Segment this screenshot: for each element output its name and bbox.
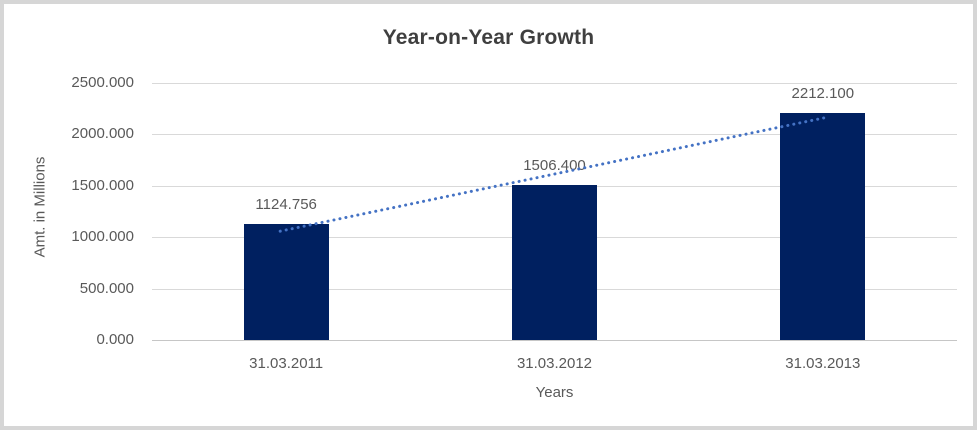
x-tick-label: 31.03.2012 <box>516 355 593 372</box>
chart-title: Year-on-Year Growth <box>382 26 595 49</box>
x-axis-line <box>152 340 957 341</box>
y-tick-label: 1500.000 <box>71 176 134 194</box>
bar <box>780 112 866 340</box>
y-tick-label: 1000.000 <box>71 228 134 246</box>
x-tick-label: 31.03.2011 <box>249 355 324 372</box>
x-axis-title: Years <box>535 384 574 401</box>
y-tick-label: 500.000 <box>79 279 134 297</box>
y-tick-label: 0.000 <box>96 331 134 348</box>
trendline <box>278 115 831 233</box>
y-tick-label: 2500.000 <box>71 74 134 91</box>
x-tick-label: 31.03.2013 <box>785 355 861 372</box>
y-tick-label: 2000.000 <box>71 125 134 143</box>
gridline <box>152 134 957 136</box>
bar <box>243 224 329 340</box>
bar-value-label: 2212.100 <box>791 84 855 102</box>
bar-value-label: 1124.756 <box>255 196 317 214</box>
bar <box>512 185 597 340</box>
bar-value-label: 1506.400 <box>523 157 586 175</box>
gridline <box>152 83 957 84</box>
